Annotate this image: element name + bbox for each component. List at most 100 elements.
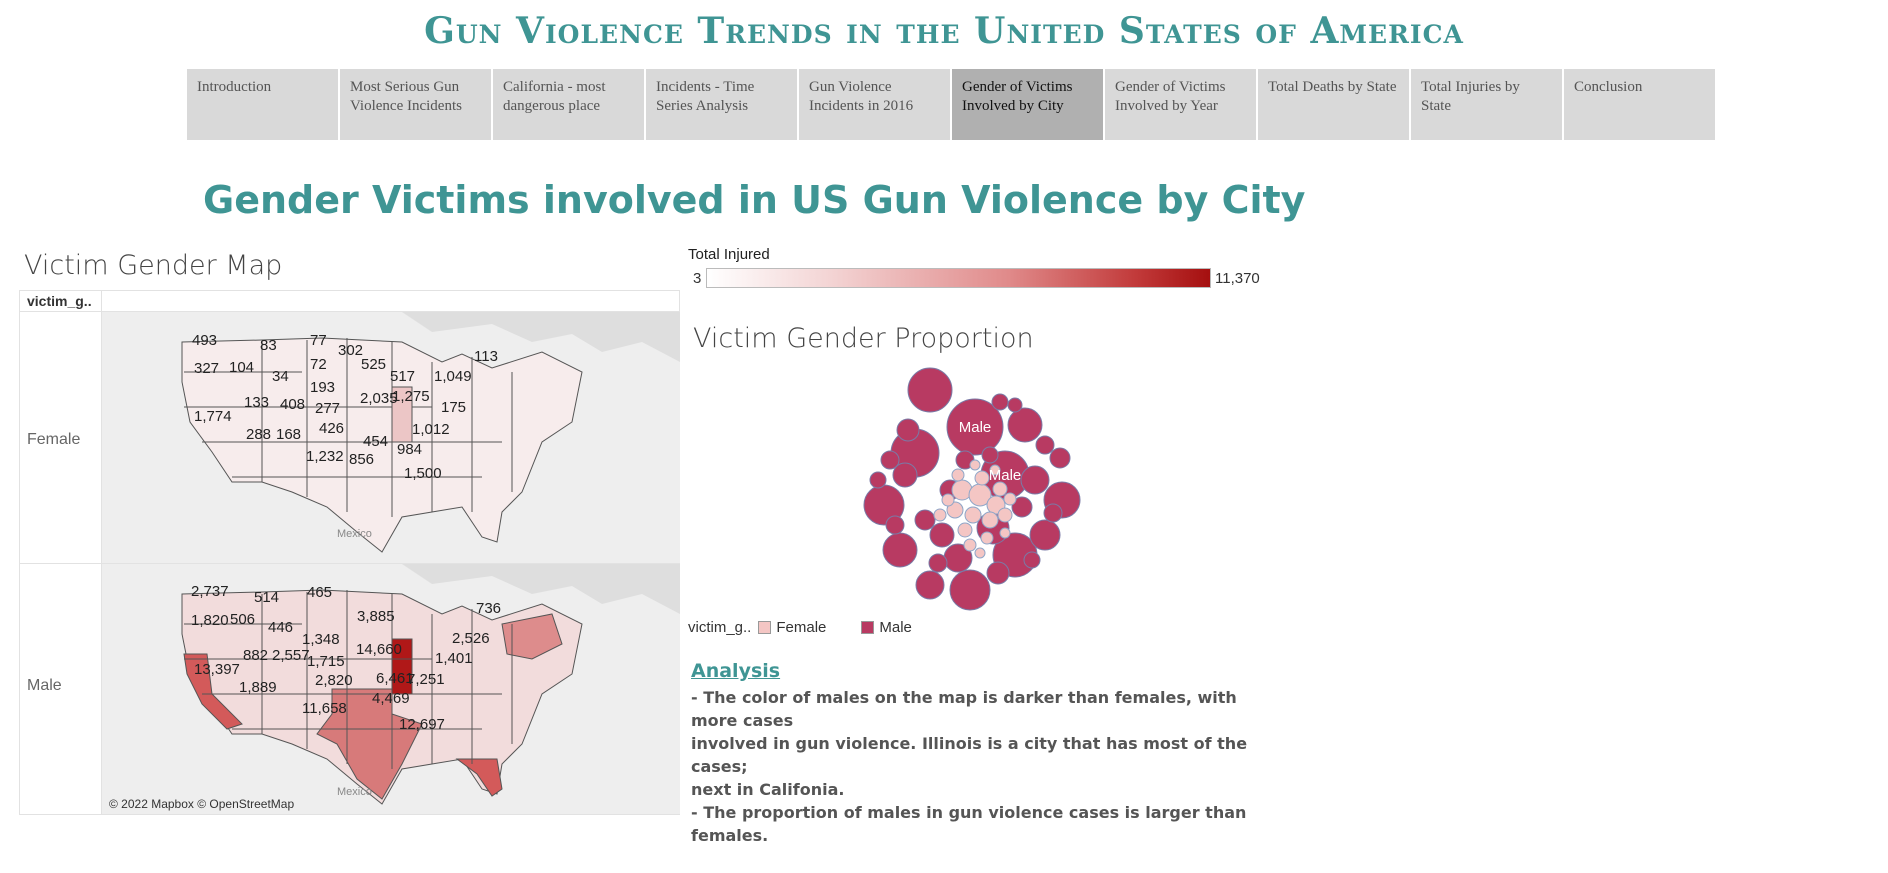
female-bubble[interactable]	[981, 511, 999, 529]
nav-tab-0[interactable]: Introduction	[187, 69, 338, 140]
male-bubble[interactable]	[907, 367, 953, 413]
female-map[interactable]: Mexico 493 83 77 302 113 327 104 34 72 525 193 517 1…	[102, 312, 680, 563]
analysis-line: involved in gun violence. Illinois is a …	[691, 734, 1248, 776]
female-bubble[interactable]	[1003, 492, 1017, 506]
male-bubble[interactable]	[1043, 503, 1063, 523]
male-bubble[interactable]	[869, 471, 887, 489]
bubble-label-male: Male	[959, 419, 992, 436]
female-value-label: 83	[260, 337, 277, 354]
nav-tab-6[interactable]: Gender of Victims Involved by Year	[1105, 69, 1256, 140]
male-bubble[interactable]	[1023, 551, 1041, 569]
male-value-label: 3,885	[357, 608, 395, 625]
legend-entry-male[interactable]: Male	[854, 619, 912, 636]
nav-tab-2[interactable]: California - most dangerous place	[493, 69, 644, 140]
male-bubble[interactable]	[885, 515, 905, 535]
male-bubble[interactable]	[946, 398, 1004, 456]
female-bubble[interactable]	[964, 506, 982, 524]
female-bubble[interactable]	[969, 459, 981, 471]
male-value-label: 2,526	[452, 630, 490, 647]
female-bubble[interactable]	[957, 522, 973, 538]
male-bubble[interactable]	[1049, 447, 1071, 469]
female-bubble[interactable]	[997, 507, 1013, 523]
analysis-line: - The color of males on the map is darke…	[691, 688, 1237, 730]
male-bubble[interactable]	[914, 509, 936, 531]
male-bubble[interactable]	[1020, 465, 1050, 495]
male-bubble[interactable]	[928, 553, 948, 573]
male-bubble[interactable]	[981, 446, 999, 464]
nav-tab-8[interactable]: Total Injuries by State	[1411, 69, 1562, 140]
female-bubble[interactable]	[974, 470, 990, 486]
male-value-label: 12,697	[399, 716, 445, 733]
male-map[interactable]: Mexico 2,737 514 465 736 1,820 506 446 3,885 1,3…	[102, 564, 680, 814]
nav-tab-7[interactable]: Total Deaths by State	[1258, 69, 1409, 140]
female-value-label: 168	[276, 426, 301, 443]
female-value-label: 104	[229, 359, 254, 376]
male-bubble[interactable]	[1007, 407, 1043, 443]
divider	[101, 291, 102, 814]
legend-entry-female[interactable]: Female	[751, 619, 826, 636]
florida-male[interactable]	[455, 758, 503, 797]
male-value-label: 446	[268, 619, 293, 636]
male-bubble[interactable]	[1029, 519, 1061, 551]
female-value-label: 856	[349, 451, 374, 468]
female-value-label: 277	[315, 400, 340, 417]
page-title: Gender Victims involved in US Gun Violen…	[203, 178, 1306, 222]
female-value-label: 984	[397, 441, 422, 458]
male-value-labels: 2,737 514 465 736 1,820 506 446 3,885 1,348 2,526…	[191, 583, 501, 733]
california-male[interactable]	[183, 653, 243, 730]
analysis-line: next in Califonia.	[691, 780, 845, 799]
nav-tab-9[interactable]: Conclusion	[1564, 69, 1715, 140]
canada-land	[402, 564, 680, 614]
male-bubble[interactable]	[892, 462, 918, 488]
female-bubble[interactable]	[933, 508, 947, 522]
legend-label-female: Female	[776, 619, 827, 636]
male-bubble[interactable]	[882, 532, 918, 568]
nav-tab-3[interactable]: Incidents - Time Series Analysis	[646, 69, 797, 140]
female-bubble[interactable]	[974, 547, 986, 559]
nav-tab-1[interactable]: Most Serious Gun Violence Incidents	[340, 69, 491, 140]
male-bubble[interactable]	[896, 418, 920, 442]
analysis-title[interactable]: Analysis	[691, 660, 781, 682]
row-label-female: Female	[27, 431, 81, 448]
male-bubble[interactable]	[949, 569, 991, 611]
color-legend-gradient	[706, 268, 1211, 288]
male-bubble[interactable]	[1011, 496, 1033, 518]
story-navigation: Introduction Most Serious Gun Violence In…	[187, 69, 1717, 140]
male-bubble[interactable]	[986, 561, 1010, 585]
female-value-label: 517	[390, 368, 415, 385]
male-bubble[interactable]	[880, 450, 900, 470]
female-bubble[interactable]	[989, 464, 1001, 476]
bubble-chart[interactable]: Male Male	[850, 355, 1110, 615]
victim-gender-map: victim_g.. Female Male Mexico 493 83 77 302…	[19, 290, 680, 815]
map-column-header[interactable]: victim_g..	[27, 293, 92, 309]
us-states-female[interactable]	[181, 337, 583, 553]
female-bubble[interactable]	[980, 531, 994, 545]
bubble-chart-title: Victim Gender Proportion	[693, 323, 1034, 354]
male-value-label: 1,348	[302, 631, 340, 648]
male-bubble[interactable]	[1035, 435, 1055, 455]
map-credit[interactable]: © 2022 Mapbox © OpenStreetMap	[109, 797, 295, 811]
male-value-label: 11,658	[302, 700, 347, 717]
female-bubble[interactable]	[941, 493, 955, 507]
new-york-male[interactable]	[501, 613, 563, 660]
male-value-label: 6,461	[376, 670, 414, 687]
male-bubble[interactable]	[991, 393, 1009, 411]
nav-tab-4[interactable]: Gun Violence Incidents in 2016	[799, 69, 950, 140]
female-swatch	[758, 621, 772, 634]
female-bubble[interactable]	[951, 468, 965, 482]
male-bubble[interactable]	[1007, 397, 1023, 413]
male-value-label: 882	[243, 647, 268, 664]
female-bubble[interactable]	[946, 501, 964, 519]
color-legend-max: 11,370	[1215, 270, 1260, 287]
male-bubble[interactable]	[915, 570, 945, 600]
female-value-label: 288	[246, 426, 271, 443]
color-legend-title: Total Injured	[688, 246, 770, 263]
nav-tab-5[interactable]: Gender of Victims Involved by City	[952, 69, 1103, 140]
illinois-female[interactable]	[391, 386, 413, 443]
female-bubble[interactable]	[999, 527, 1011, 539]
gender-legend-label: victim_g..	[688, 619, 752, 636]
female-bubble[interactable]	[963, 538, 977, 552]
male-bubble[interactable]	[929, 522, 955, 548]
female-bubble[interactable]	[992, 481, 1008, 497]
row-label-male: Male	[27, 677, 62, 694]
